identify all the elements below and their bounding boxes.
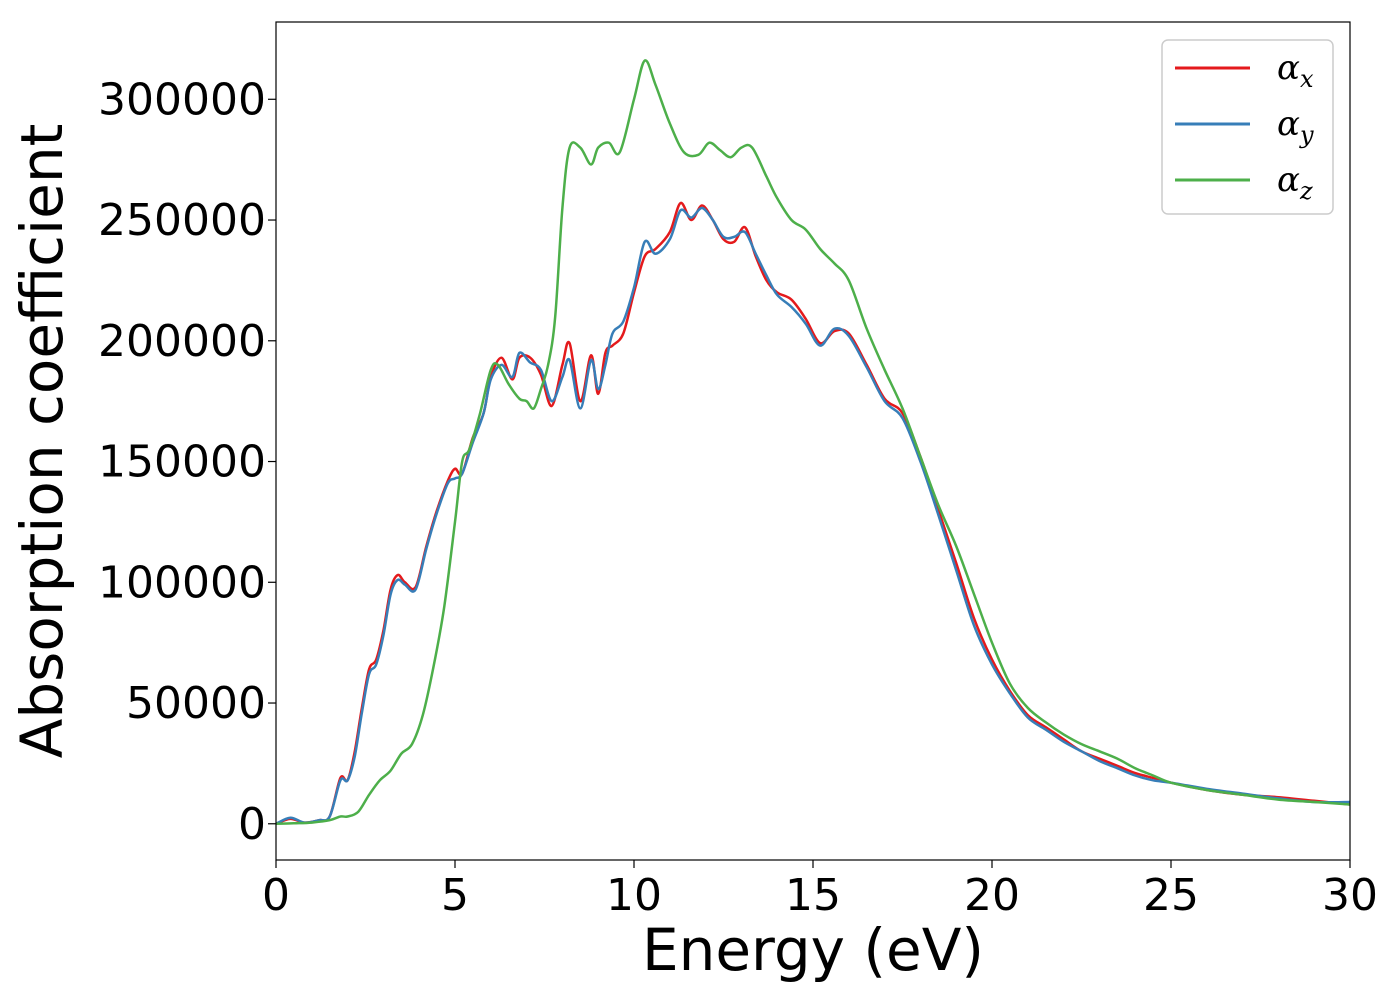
legend-label-x: αx bbox=[1277, 48, 1314, 93]
x-tick-label: 30 bbox=[1322, 870, 1378, 921]
legend: αx αy αz bbox=[1161, 39, 1334, 215]
series-line-z bbox=[275, 59, 1351, 826]
series-layer bbox=[275, 59, 1351, 826]
y-tick-label: 100000 bbox=[98, 557, 266, 608]
legend-label-z: αz bbox=[1277, 160, 1313, 205]
x-axis-title: Energy (eV) bbox=[642, 916, 984, 984]
y-tick-label: 300000 bbox=[98, 74, 266, 125]
y-tick-label: 200000 bbox=[98, 316, 266, 367]
series-line-x bbox=[275, 201, 1351, 825]
y-tick-label: 0 bbox=[238, 799, 266, 850]
y-axis: 0 50000 100000 150000 200000 250000 300000 bbox=[98, 74, 276, 850]
y-axis-title: Absorption coefficient bbox=[8, 124, 76, 759]
legend-box bbox=[1161, 39, 1334, 215]
x-tick-label: 0 bbox=[262, 870, 290, 921]
x-tick-label: 25 bbox=[1143, 870, 1199, 921]
x-tick-label: 5 bbox=[441, 870, 469, 921]
x-tick-label: 20 bbox=[964, 870, 1020, 921]
legend-label-y: αy bbox=[1277, 104, 1314, 149]
x-tick-label: 15 bbox=[785, 870, 841, 921]
x-tick-label: 10 bbox=[606, 870, 662, 921]
x-axis: 0 5 10 15 20 25 30 bbox=[262, 860, 1378, 921]
y-tick-label: 50000 bbox=[126, 678, 266, 729]
y-tick-label: 150000 bbox=[98, 437, 266, 488]
y-tick-label: 250000 bbox=[98, 195, 266, 246]
series-line-y bbox=[275, 206, 1351, 825]
